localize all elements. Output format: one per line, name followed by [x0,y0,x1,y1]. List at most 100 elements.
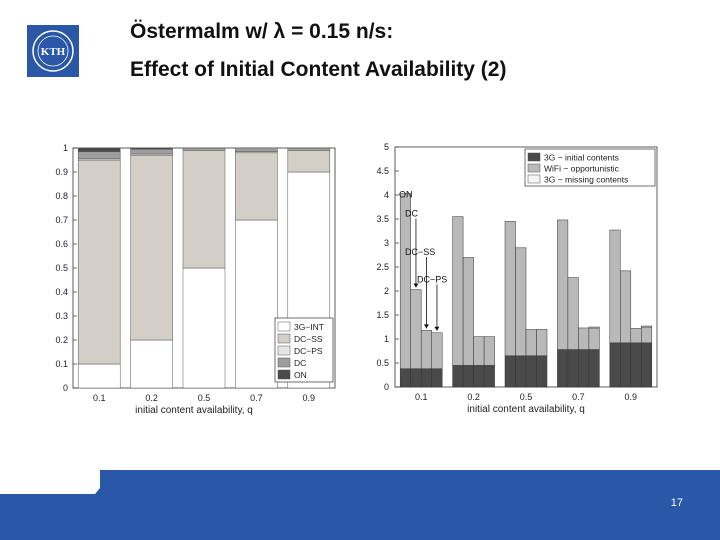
y-tick-label: 0.5 [55,263,68,273]
legend-swatch [277,333,291,344]
y-tick-label: 0.9 [55,167,68,177]
x-tick-label: 0.5 [198,393,211,403]
bar-segment [588,349,600,388]
legend-label: DC−SS [294,334,323,344]
bar-segment [630,342,642,388]
bar-segment [525,355,537,388]
legend-label: ON [294,370,307,380]
left-stacked-bar-chart: 0 0.1 0.2 0.3 0.4 0.5 0.6 0.7 0.8 0.9 1 0.1 0.2 0.5 0.… [55,143,336,416]
y-tick-label: 2.5 [376,262,389,272]
y-tick-label: 0.4 [55,287,68,297]
bar-segment [235,152,278,221]
footer-band [0,470,720,540]
x-tick-label: 0.7 [250,393,263,403]
y-tick-label: 3.5 [376,214,389,224]
bar-segment [536,355,548,388]
y-tick-label: 0.2 [55,335,68,345]
x-tick-label: 0.2 [467,392,480,402]
bar-segment [536,329,548,357]
y-tick-label: 5 [384,142,389,152]
bar-segment [410,289,422,370]
bar-segment [235,147,278,152]
bar-segment [452,216,464,366]
x-tick-label: 0.5 [520,392,533,402]
legend-label: DC [294,358,306,368]
bar-segment [483,365,495,388]
bar-segment [515,355,527,388]
bar-segment [609,342,621,388]
x-tick-label: 0.1 [93,393,106,403]
bar-segment [630,328,642,344]
bar-segment [77,151,121,160]
y-tick-label: 3 [384,238,389,248]
x-axis-label: initial content availability, q [467,404,585,415]
legend-swatch [527,163,541,173]
bar-segment [77,147,121,152]
bar-segment [641,326,653,344]
bar-segment [287,150,331,173]
y-tick-label: 0 [63,383,68,393]
bar-segment [473,336,485,366]
annotation-arrowhead [413,283,419,288]
annotation-arrowhead [423,324,429,329]
y-tick-label: 0.6 [55,239,68,249]
bar-segment [420,330,432,370]
bar-segment [431,332,443,370]
y-tick-label: 0.7 [55,215,68,225]
bar-segment [130,148,173,155]
legend-swatch [277,357,291,368]
y-tick-label: 0.3 [55,311,68,321]
bar-segment [567,349,579,388]
bar-segment [557,349,569,388]
y-tick-label: 1.5 [376,310,389,320]
x-tick-label: 0.1 [415,392,428,402]
bar-segment [504,355,516,388]
bar-segment [525,329,537,357]
bar-segment [620,270,632,344]
right-stacked-bar-chart: 0 0.5 1 1.5 2 2.5 3 3.5 4 4.5 5 0.1 0.2 0.5 0.7 0.9 init… [376,142,658,415]
bar-segment [410,368,422,388]
y-tick-label: 2 [384,286,389,296]
bar-segment [641,325,653,328]
y-tick-label: 0.1 [55,359,68,369]
bar-segment [578,349,590,388]
bar-segment [557,219,569,350]
bar-segment [130,339,173,389]
bar-segment [462,365,474,388]
legend-label: WiFi − opportunistic [544,164,620,174]
bar-segment [620,342,632,388]
logo-text: KTH [41,46,66,58]
bar-segment [287,147,331,150]
y-tick-label: 0.5 [376,358,389,368]
x-axis-label: initial content availability, q [135,405,253,416]
bar-segment [399,193,411,370]
page-title-line1: Östermalm w/ λ = 0.15 n/s: [130,20,394,43]
x-tick-label: 0.9 [625,392,638,402]
y-tick-label: 0.8 [55,191,68,201]
bar-segment [235,219,278,389]
legend-swatch [527,174,541,184]
bar-segment [609,229,621,344]
x-tick-label: 0.7 [572,392,585,402]
legend-swatch [277,345,291,356]
legend-swatch [277,321,291,332]
legend-label: DC−PS [294,346,323,356]
bar-segment [182,267,226,389]
bar-annotation: ON [399,189,413,199]
bar-segment [182,147,226,150]
bar-segment [452,365,464,388]
bar-segment [504,221,516,357]
page-title-line2: Effect of Initial Content Availability (… [130,58,507,81]
bar-segment [588,326,600,329]
y-tick-label: 1 [63,143,68,153]
bar-segment [77,363,121,389]
y-tick-label: 1 [384,334,389,344]
bar-segment [588,327,600,350]
bar-segment [473,365,485,388]
x-tick-label: 0.2 [145,393,158,403]
x-tick-label: 0.9 [303,393,316,403]
y-tick-label: 4 [384,190,389,200]
bar-segment [420,368,432,388]
bar-segment [515,247,527,357]
bar-segment [483,336,495,366]
